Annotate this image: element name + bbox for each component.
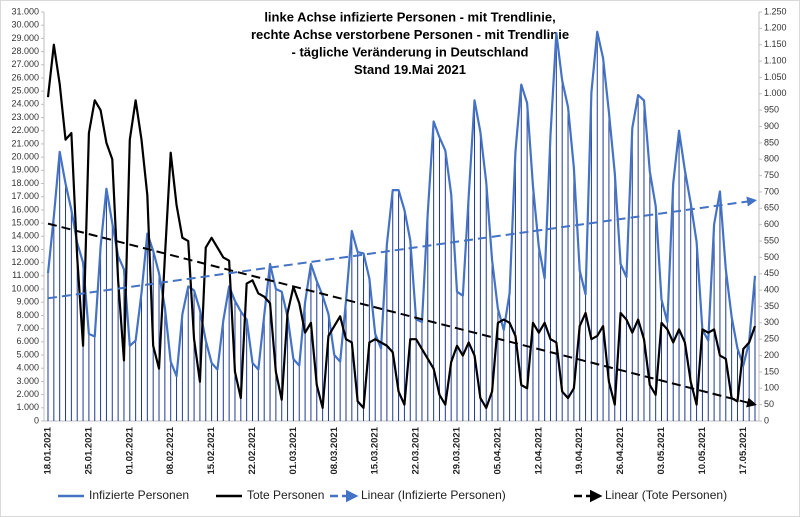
y-tick-label: 30.000 <box>11 20 39 30</box>
y2-tick-label: 600 <box>764 219 779 229</box>
chart-title: - tägliche Veränderung in Deutschland <box>292 44 529 59</box>
x-tick-label: 05.04.2021 <box>492 426 503 474</box>
y2-tick-label: 500 <box>764 252 779 262</box>
x-tick-label: 01.02.2021 <box>124 426 135 474</box>
y-tick-label: 27.000 <box>11 59 39 69</box>
y-tick-label: 20.000 <box>11 152 39 162</box>
y2-tick-label: 900 <box>764 121 779 131</box>
y2-tick-label: 400 <box>764 284 779 294</box>
x-tick-label: 08.02.2021 <box>165 426 176 474</box>
trendline <box>47 222 757 408</box>
y2-tick-label: 150 <box>764 366 779 376</box>
y2-tick-label: 1.200 <box>764 23 787 33</box>
y-tick-label: 15.000 <box>11 217 39 227</box>
y2-tick-label: 1.100 <box>764 55 787 65</box>
y2-tick-label: 100 <box>764 383 779 393</box>
y-tick-label: 18.000 <box>11 178 39 188</box>
chart-title: rechte Achse verstorbene Personen - mit … <box>251 27 569 42</box>
legend-label: Linear (Infizierte Personen) <box>361 488 506 502</box>
y2-tick-label: 700 <box>764 186 779 196</box>
x-tick-label: 15.03.2021 <box>370 426 381 474</box>
y-tick-label: 12.000 <box>11 257 39 267</box>
x-tick-label: 15.02.2021 <box>206 426 217 474</box>
y-tick-label: 10.000 <box>11 283 39 293</box>
y2-tick-label: 1.050 <box>764 72 787 82</box>
y2-tick-label: 1.250 <box>764 6 787 16</box>
legend-label: Linear (Tote Personen) <box>605 488 727 502</box>
y-tick-label: 2.000 <box>16 389 39 399</box>
y-tick-label: 4.000 <box>16 363 39 373</box>
y-tick-label: 11.000 <box>12 270 39 280</box>
y2-tick-label: 0 <box>764 415 769 425</box>
x-tick-label: 29.03.2021 <box>452 426 463 474</box>
y-tick-label: 22.000 <box>11 125 39 135</box>
trendline <box>47 196 757 300</box>
y2-tick-label: 850 <box>764 137 779 147</box>
y2-tick-label: 950 <box>764 105 779 115</box>
series-line <box>46 43 757 410</box>
y-tick-label: 17.000 <box>11 191 39 201</box>
y-tick-label: 23.000 <box>11 112 39 122</box>
y-tick-label: 19.000 <box>11 165 39 175</box>
y-tick-label: 14.000 <box>11 231 39 241</box>
x-tick-label: 17.05.2021 <box>738 426 749 474</box>
legend-label: Tote Personen <box>247 488 324 502</box>
legend-label: Infizierte Personen <box>89 488 189 502</box>
chart-title: linke Achse infizierte Personen - mit Tr… <box>264 9 555 24</box>
x-tick-label: 26.04.2021 <box>615 426 626 474</box>
x-tick-label: 12.04.2021 <box>533 426 544 474</box>
y-tick-label: 8.000 <box>16 310 39 320</box>
x-tick-label: 22.02.2021 <box>247 426 258 474</box>
y2-tick-label: 550 <box>764 235 779 245</box>
y-tick-label: 21.000 <box>11 138 39 148</box>
y-tick-label: 3.000 <box>16 376 39 386</box>
y2-tick-label: 250 <box>764 334 779 344</box>
y-tick-label: 26.000 <box>11 72 39 82</box>
x-tick-label: 18.01.2021 <box>43 426 54 474</box>
x-tick-label: 01.03.2021 <box>288 426 299 474</box>
y-tick-label: 25.000 <box>11 86 39 96</box>
x-tick-label: 03.05.2021 <box>656 426 667 474</box>
y-tick-label: 9.000 <box>16 297 39 307</box>
y-tick-label: 5.000 <box>16 349 39 359</box>
y2-tick-label: 450 <box>764 268 779 278</box>
y-tick-label: 29.000 <box>11 33 39 43</box>
y2-tick-label: 750 <box>764 170 779 180</box>
y2-tick-label: 300 <box>764 317 779 327</box>
y-tick-label: 7.000 <box>16 323 39 333</box>
y-tick-label: 6.000 <box>16 336 39 346</box>
series-line <box>46 30 757 378</box>
chart-title: Stand 19.Mai 2021 <box>354 62 466 77</box>
y-tick-label: 28.000 <box>11 46 39 56</box>
x-tick-label: 22.03.2021 <box>411 426 422 474</box>
y-tick-label: 0 <box>34 415 39 425</box>
y-tick-label: 24.000 <box>11 99 39 109</box>
x-tick-label: 19.04.2021 <box>574 426 585 474</box>
x-tick-label: 08.03.2021 <box>329 426 340 474</box>
x-tick-label: 10.05.2021 <box>697 426 708 474</box>
y-tick-label: 31.000 <box>11 6 39 16</box>
y-tick-label: 1.000 <box>16 402 39 412</box>
y-tick-label: 13.000 <box>11 244 39 254</box>
y2-tick-label: 50 <box>764 399 774 409</box>
y2-tick-label: 1.000 <box>764 88 787 98</box>
y2-tick-label: 650 <box>764 203 779 213</box>
y2-tick-label: 350 <box>764 301 779 311</box>
y2-tick-label: 800 <box>764 154 779 164</box>
y2-tick-label: 1.150 <box>764 39 787 49</box>
x-tick-label: 25.01.2021 <box>83 426 94 474</box>
y-tick-label: 16.000 <box>11 204 39 214</box>
y2-tick-label: 200 <box>764 350 779 360</box>
